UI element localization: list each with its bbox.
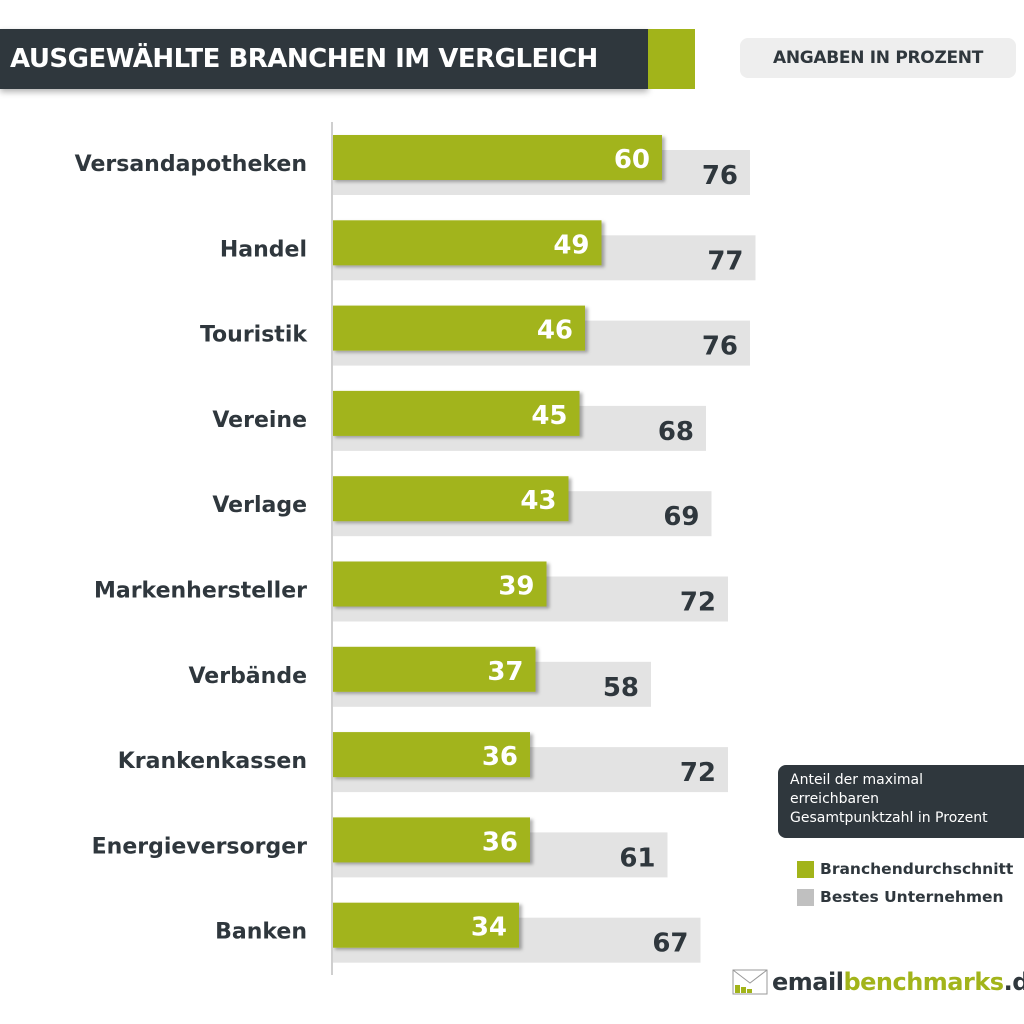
bar-average — [332, 305, 585, 351]
legend-item-best: Bestes Unternehmen — [797, 883, 1013, 911]
bar-average — [332, 561, 547, 607]
legend: Branchendurchschnitt Bestes Unternehmen — [797, 855, 1013, 911]
envelope-chart-icon — [732, 969, 768, 995]
data-label-average: 60 — [614, 145, 650, 175]
data-label-average: 43 — [520, 486, 556, 516]
category-label: Energieversorger — [92, 834, 308, 859]
title-bar — [0, 29, 648, 89]
logo-text-1: email — [772, 968, 844, 996]
category-label: Handel — [220, 237, 307, 262]
legend-label: Bestes Unternehmen — [820, 888, 1004, 906]
category-label: Vereine — [212, 408, 307, 433]
data-label-average: 49 — [553, 230, 589, 260]
data-label-best: 61 — [619, 843, 655, 873]
data-label-best: 67 — [652, 929, 688, 959]
bar-average — [332, 135, 662, 180]
legend-item-average: Branchendurchschnitt — [797, 855, 1013, 883]
data-label-average: 39 — [498, 572, 534, 602]
bar-average — [332, 220, 602, 266]
logo-text-3: .de — [1003, 968, 1024, 996]
unit-note: ANGABEN IN PROZENT — [740, 38, 1016, 78]
legend-label: Branchendurchschnitt — [820, 860, 1014, 878]
data-label-average: 37 — [487, 657, 523, 687]
data-label-average: 36 — [482, 827, 518, 857]
title-accent — [648, 29, 695, 89]
category-label: Verlage — [212, 493, 307, 518]
category-label: Touristik — [200, 323, 308, 348]
data-label-average: 36 — [482, 742, 518, 772]
category-label: Versandapotheken — [75, 152, 307, 177]
data-label-best: 72 — [680, 588, 716, 618]
data-label-best: 72 — [680, 758, 716, 788]
bar-average — [332, 732, 530, 778]
measure-note: Anteil der maximal erreichbaren Gesamtpu… — [778, 765, 1024, 838]
category-label: Markenhersteller — [94, 579, 307, 604]
category-label: Verbände — [188, 664, 307, 689]
category-label: Banken — [215, 920, 307, 945]
data-label-average: 46 — [537, 316, 573, 346]
data-label-best: 77 — [707, 246, 743, 276]
data-label-average: 34 — [471, 913, 507, 943]
category-label: Krankenkassen — [118, 749, 307, 774]
data-label-best: 76 — [702, 332, 738, 362]
data-label-best: 69 — [663, 502, 699, 532]
note-line: erreichbaren — [790, 791, 880, 807]
data-label-best: 76 — [702, 161, 738, 191]
bar-average — [332, 817, 530, 863]
bar-average — [332, 390, 580, 436]
logo-text-2: benchmarks — [843, 968, 1004, 996]
bar-average — [332, 476, 569, 522]
bar-average — [332, 646, 536, 692]
legend-swatch-gray — [797, 888, 814, 906]
note-line: Gesamtpunktzahl in Prozent — [790, 810, 988, 826]
data-label-best: 68 — [658, 417, 694, 447]
legend-swatch-green — [797, 860, 814, 878]
chart-title: AUSGEWÄHLTE BRANCHEN IM VERGLEICH — [10, 44, 598, 74]
data-label-average: 45 — [531, 401, 567, 431]
data-label-best: 58 — [603, 673, 639, 703]
bar-average — [332, 902, 519, 948]
note-line: Anteil der maximal — [790, 772, 923, 788]
